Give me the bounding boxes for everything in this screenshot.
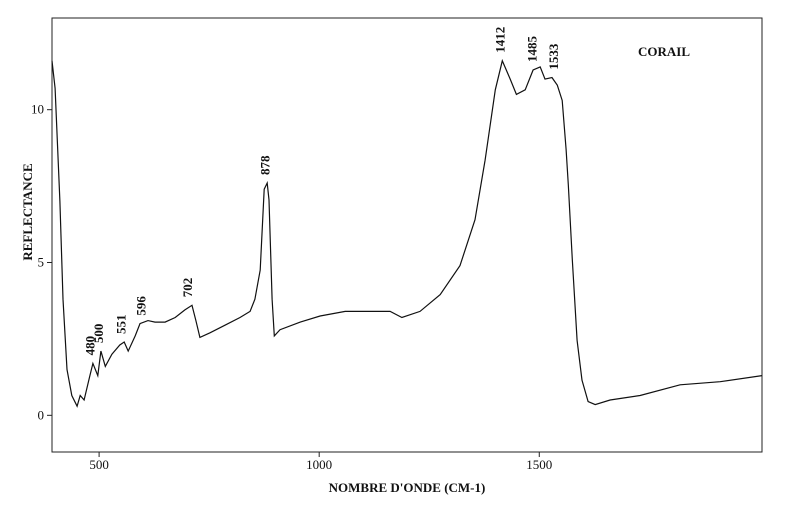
plot-frame <box>51 17 763 453</box>
peak-label: 702 <box>180 278 195 298</box>
spectrum-line <box>51 58 763 408</box>
y-tick-label: 10 <box>31 102 44 117</box>
peak-label: 596 <box>133 296 148 316</box>
peak-label: 878 <box>257 155 272 175</box>
peak-label: 551 <box>114 314 129 334</box>
x-axis-label: NOMBRE D'ONDE (CM-1) <box>329 480 486 495</box>
y-tick-label: 5 <box>38 255 45 270</box>
x-tick-label: 500 <box>89 457 109 472</box>
y-axis-label: REFLECTANCE <box>20 163 35 260</box>
x-tick-label: 1500 <box>526 457 552 472</box>
y-tick-label: 0 <box>38 407 45 422</box>
chart-title: CORAIL <box>638 44 690 59</box>
peak-label: 1485 <box>525 35 540 62</box>
peak-label: 500 <box>91 324 106 344</box>
peak-label: 480 <box>82 336 97 356</box>
peak-label: 1533 <box>546 43 561 70</box>
x-tick-label: 1000 <box>306 457 332 472</box>
peak-label: 1412 <box>493 27 508 53</box>
